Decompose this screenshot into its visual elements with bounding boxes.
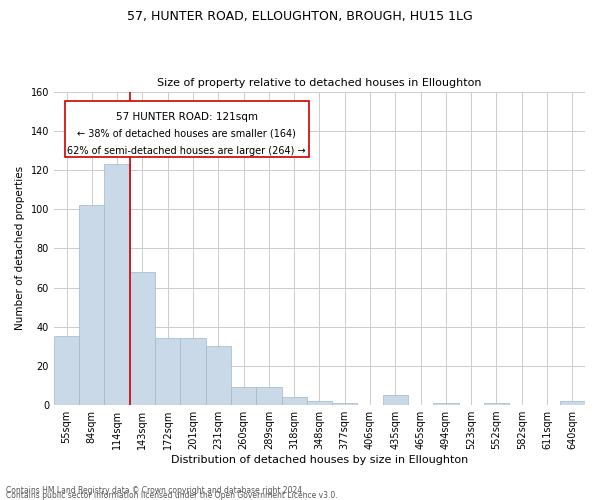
Text: Contains public sector information licensed under the Open Government Licence v3: Contains public sector information licen… bbox=[6, 491, 338, 500]
Bar bbox=[484, 403, 509, 405]
Y-axis label: Number of detached properties: Number of detached properties bbox=[15, 166, 25, 330]
Bar bbox=[281, 397, 307, 405]
Bar bbox=[181, 338, 206, 405]
Bar bbox=[130, 272, 155, 405]
FancyBboxPatch shape bbox=[65, 101, 309, 158]
Bar bbox=[79, 205, 104, 405]
Bar bbox=[256, 388, 281, 405]
Text: ← 38% of detached houses are smaller (164): ← 38% of detached houses are smaller (16… bbox=[77, 128, 296, 138]
Bar bbox=[231, 388, 256, 405]
Bar bbox=[206, 346, 231, 405]
Bar bbox=[307, 401, 332, 405]
X-axis label: Distribution of detached houses by size in Elloughton: Distribution of detached houses by size … bbox=[171, 455, 468, 465]
Text: 57 HUNTER ROAD: 121sqm: 57 HUNTER ROAD: 121sqm bbox=[116, 112, 257, 122]
Title: Size of property relative to detached houses in Elloughton: Size of property relative to detached ho… bbox=[157, 78, 482, 88]
Bar bbox=[54, 336, 79, 405]
Bar bbox=[332, 403, 358, 405]
Bar bbox=[560, 401, 585, 405]
Text: 62% of semi-detached houses are larger (264) →: 62% of semi-detached houses are larger (… bbox=[67, 146, 306, 156]
Bar bbox=[433, 403, 458, 405]
Text: Contains HM Land Registry data © Crown copyright and database right 2024.: Contains HM Land Registry data © Crown c… bbox=[6, 486, 305, 495]
Bar bbox=[383, 396, 408, 405]
Text: 57, HUNTER ROAD, ELLOUGHTON, BROUGH, HU15 1LG: 57, HUNTER ROAD, ELLOUGHTON, BROUGH, HU1… bbox=[127, 10, 473, 23]
Bar bbox=[104, 164, 130, 405]
Bar bbox=[155, 338, 181, 405]
